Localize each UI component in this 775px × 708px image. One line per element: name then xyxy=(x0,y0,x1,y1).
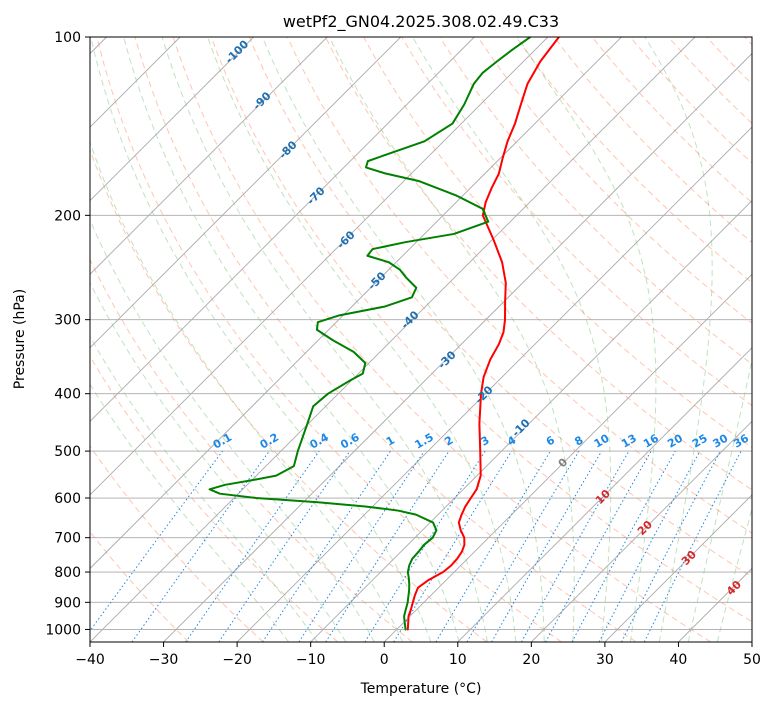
isotherm xyxy=(90,37,328,275)
moist-adiabat xyxy=(687,357,752,642)
mixing-ratio-line xyxy=(393,450,513,642)
y-tick-label: 600 xyxy=(54,491,81,507)
isotherm xyxy=(604,494,752,642)
x-tick-label: −30 xyxy=(149,652,179,668)
mixing-ratio-line xyxy=(90,450,223,632)
isotherm xyxy=(90,37,622,570)
isotherm xyxy=(236,126,752,642)
moist-adiabat xyxy=(90,281,347,642)
y-axis-label: Pressure (hPa) xyxy=(12,289,28,389)
x-tick-label: 30 xyxy=(596,652,614,668)
dry-adiabat xyxy=(248,37,752,578)
dry-adiabat xyxy=(90,445,264,642)
x-tick-label: 40 xyxy=(670,652,688,668)
y-tick-label: 700 xyxy=(54,531,81,547)
y-tick-label: 100 xyxy=(54,30,81,46)
chart-title: wetPf2_GN04.2025.308.02.49.C33 xyxy=(283,12,559,32)
mixing-ratio-line xyxy=(131,450,270,642)
temperature-line xyxy=(406,37,560,631)
isotherm xyxy=(531,420,752,642)
mixing-ratio-line xyxy=(325,450,450,642)
dry-adiabat xyxy=(90,355,339,642)
plot-background xyxy=(90,37,752,642)
dry-adiabat xyxy=(90,258,413,642)
dry-adiabat xyxy=(96,37,562,642)
mixing-ratio-line xyxy=(218,450,351,642)
mixing-ratio-line xyxy=(643,450,742,642)
mixing-ratio-line xyxy=(545,450,652,642)
y-tick-label: 800 xyxy=(54,565,81,581)
mixing-ratio-lines xyxy=(90,450,742,642)
dry-adiabats xyxy=(90,37,752,642)
moist-adiabat xyxy=(161,37,488,642)
dry-adiabat xyxy=(286,37,752,534)
x-tick-label: −20 xyxy=(222,652,252,668)
moist-adiabat xyxy=(90,140,404,642)
moist-adiabats xyxy=(90,37,752,642)
isotherm xyxy=(90,37,475,422)
x-axis: −40 −30 −20 −10 0 10 20 30 40 50 xyxy=(75,642,761,668)
x-tick-label: 50 xyxy=(743,652,761,668)
y-tick-label: 900 xyxy=(54,595,81,611)
moist-adiabat xyxy=(716,507,752,642)
isotherm xyxy=(310,200,752,642)
moist-adiabat xyxy=(90,335,318,642)
dewpoint-line xyxy=(208,37,532,631)
x-tick-label: 20 xyxy=(522,652,540,668)
isotherm xyxy=(90,37,254,202)
dry-adiabat xyxy=(172,37,712,642)
isotherms xyxy=(90,37,752,642)
x-axis-label: Temperature (°C) xyxy=(360,681,482,697)
dry-adiabat xyxy=(325,37,752,491)
moist-adiabat xyxy=(123,37,460,642)
dry-adiabat xyxy=(210,37,752,623)
moist-adiabat xyxy=(328,37,575,642)
mixing-ratio-line xyxy=(262,450,391,642)
moist-adiabat xyxy=(207,37,517,642)
moist-adiabat xyxy=(412,37,612,642)
y-tick-label: 300 xyxy=(54,313,81,329)
y-tick-label: 400 xyxy=(54,387,81,403)
isotherm xyxy=(90,37,696,642)
mixing-ratio-line xyxy=(571,450,676,642)
y-tick-label: 1000 xyxy=(45,622,81,638)
isotherm xyxy=(90,37,549,496)
moist-adiabat xyxy=(644,37,713,642)
x-tick-label: 10 xyxy=(449,652,467,668)
x-tick-label: 0 xyxy=(380,652,389,668)
mixing-ratio-line xyxy=(185,450,320,642)
isotherm xyxy=(163,52,752,642)
mixing-ratio-line xyxy=(298,450,425,642)
x-tick-label: −40 xyxy=(75,652,105,668)
isotherm xyxy=(90,37,402,349)
isotherm xyxy=(383,273,752,642)
x-tick-label: −10 xyxy=(296,652,326,668)
moist-adiabat xyxy=(90,383,290,642)
plot-frame xyxy=(89,36,753,643)
y-axis: 1000 900 800 700 600 500 400 300 200 100 xyxy=(45,30,90,638)
moist-adiabat xyxy=(90,218,375,642)
y-tick-label: 200 xyxy=(54,208,81,224)
y-tick-label: 500 xyxy=(54,444,81,460)
isotherm xyxy=(457,347,752,642)
profile-series xyxy=(208,37,560,631)
dry-adiabat xyxy=(134,37,637,642)
moist-adiabat xyxy=(516,37,657,642)
mixing-ratio-line xyxy=(521,450,630,642)
isotherm xyxy=(751,641,752,642)
